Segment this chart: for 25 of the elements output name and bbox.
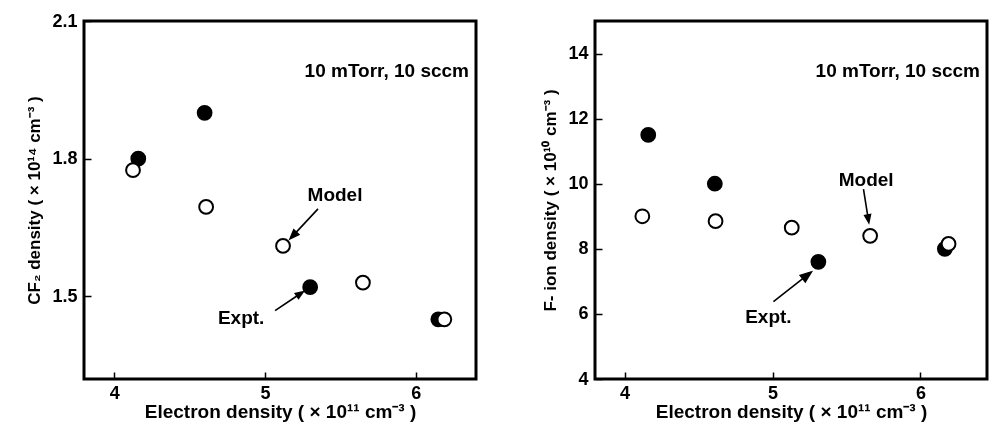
x-tick-label: 5	[260, 382, 271, 403]
annotation: 10 mTorr, 10 sccm	[304, 60, 469, 81]
x-axis-title: Electron density ( × 10¹¹ cm⁻³ )	[655, 400, 928, 422]
x-tick-label: 6	[915, 382, 926, 403]
y-axis-title: F- ion density ( × 10¹⁰ cm⁻³ )	[541, 89, 561, 312]
x-tick-label: 4	[620, 382, 631, 403]
annotation: Model	[307, 183, 363, 205]
y-tick-label: 2.1	[52, 10, 78, 31]
y-tick-label: 12	[568, 108, 589, 129]
annotation: Expt.	[217, 307, 265, 329]
annotation: 10 mTorr, 10 sccm	[815, 60, 980, 81]
annotation: Expt.	[745, 305, 792, 327]
y-tick-label: 6	[578, 303, 589, 324]
x-tick-label: 6	[411, 382, 422, 403]
y-tick-label: 1.5	[52, 285, 78, 306]
x-tick-label: 4	[109, 382, 120, 403]
y-axis-title: CF₂ density ( × 10¹⁴ cm⁻³ )	[25, 96, 45, 305]
y-tick-label: 4	[578, 368, 589, 389]
x-axis-title: Electron density ( × 10¹¹ cm⁻³ )	[144, 400, 417, 422]
y-tick-label: 10	[568, 173, 589, 194]
x-tick-label: 5	[768, 382, 779, 403]
annotation: Model	[838, 168, 894, 190]
y-tick-label: 1.8	[52, 148, 78, 169]
y-tick-label: 8	[578, 238, 589, 259]
y-tick-label: 14	[568, 43, 589, 64]
